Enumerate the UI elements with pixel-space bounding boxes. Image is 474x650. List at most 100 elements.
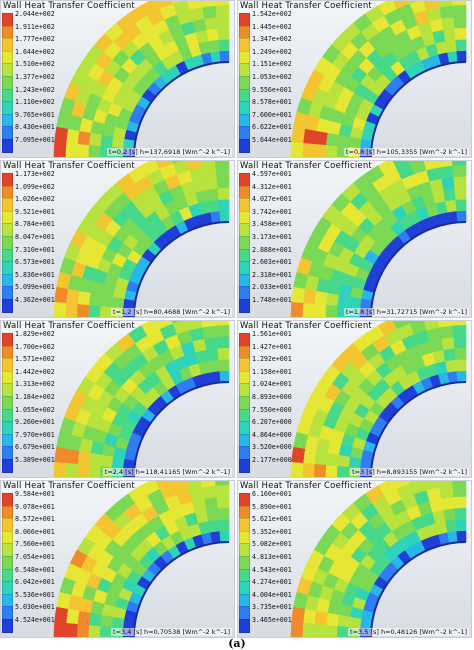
contour-cell xyxy=(378,321,398,336)
contour-cell xyxy=(219,530,230,543)
legend-color-bin xyxy=(2,261,13,275)
inner-wall-outline xyxy=(133,381,230,477)
legend-color-bin xyxy=(239,446,250,460)
contour-cell xyxy=(325,132,340,147)
legend-tick: 1.055e+002 xyxy=(15,405,55,414)
legend-tick: 6.679e+001 xyxy=(15,443,55,452)
legend-color-bin xyxy=(239,38,250,52)
legend-color-bin xyxy=(239,543,250,557)
contour-cell xyxy=(186,481,203,491)
contour-cell xyxy=(216,15,230,29)
legend-tick: 2.044e+002 xyxy=(15,10,55,18)
contour-cell xyxy=(445,199,458,213)
color-legend xyxy=(239,13,251,153)
legend-color-bin xyxy=(239,581,250,595)
legend-tick: 1.024e+001 xyxy=(252,380,292,389)
legend-tick: 1.571e+002 xyxy=(15,355,55,364)
contour-cell xyxy=(439,325,455,339)
legend-tick: 2.033e+001 xyxy=(252,283,292,292)
contour-cell xyxy=(456,530,467,543)
legend-tick: 1.442e+002 xyxy=(15,367,55,376)
contour-cell xyxy=(313,303,327,317)
contour-cell xyxy=(215,161,230,166)
legend-tick: 4.004e+001 xyxy=(252,590,292,599)
legend-color-bin xyxy=(239,556,250,570)
time-caption: t=1,2 [s] h=80,4688 [Wm^-2 k^-1] xyxy=(111,308,232,316)
legend-color-bin xyxy=(239,345,250,360)
time-caption: t=0,2 [s] h=137,6918 [Wm^-2 k^-1] xyxy=(106,148,232,156)
contour-cell xyxy=(204,496,219,511)
legend-color-bin xyxy=(2,113,13,128)
legend-tick: 1.748e+001 xyxy=(252,296,292,304)
legend-color-bin xyxy=(2,543,13,557)
legend-tick: 1.292e+001 xyxy=(252,355,292,364)
legend-color-bin xyxy=(2,581,13,595)
legend-tick: 2.888e+001 xyxy=(252,245,292,254)
legend-color-bin xyxy=(2,88,13,103)
legend-ticks: 1.561e+001 1.427e+001 1.292e+001 1.158e+… xyxy=(252,329,312,477)
legend-tick: 1.777e+002 xyxy=(15,35,55,44)
panel-title: Wall Heat Transfer Coefficient xyxy=(240,481,372,491)
contour-cell xyxy=(77,610,91,626)
contour-cell xyxy=(454,507,467,520)
legend-tick: 2.177e+000 xyxy=(252,456,292,464)
inner-wall-outline xyxy=(370,61,467,157)
contour-panel: Wall Heat Transfer Coefficient 6.160e+00… xyxy=(237,480,472,638)
contour-cell xyxy=(208,519,221,533)
contour-cell xyxy=(202,325,218,339)
legend-tick: 4.274e+001 xyxy=(252,578,292,587)
contour-cell xyxy=(219,50,230,63)
legend-tick: 4.362e+001 xyxy=(15,296,55,304)
contour-cell xyxy=(215,484,230,498)
contour-cell xyxy=(215,324,230,338)
contour-cell xyxy=(452,484,467,498)
legend-color-bin xyxy=(239,25,250,40)
contour-cell xyxy=(76,303,90,317)
inner-wall-outline xyxy=(370,381,467,477)
contour-cell xyxy=(204,16,219,31)
contour-cell xyxy=(408,161,418,164)
contour-field xyxy=(290,161,467,317)
legend-tick: 6.160e+001 xyxy=(252,490,292,498)
legend-color-bin xyxy=(2,505,13,520)
legend-color-bin xyxy=(2,383,13,397)
contour-cell xyxy=(218,358,230,372)
contour-cell xyxy=(218,198,230,212)
legend-tick: 7.550e+000 xyxy=(252,405,292,414)
legend-color-bin xyxy=(2,139,13,153)
contour-cell xyxy=(77,130,91,146)
contour-cell xyxy=(443,27,457,42)
contour-plot xyxy=(290,481,467,637)
contour-field xyxy=(290,1,467,157)
legend-tick: 1.911e+002 xyxy=(15,22,55,31)
contour-cell xyxy=(217,187,230,200)
legend-tick: 3.735e+001 xyxy=(252,603,292,612)
legend-tick: 1.249e+002 xyxy=(252,47,292,56)
contour-cell xyxy=(216,335,230,349)
panel-title: Wall Heat Transfer Coefficient xyxy=(240,321,372,331)
legend-color-bin xyxy=(239,101,250,115)
contour-cell xyxy=(314,130,328,146)
contour-cell xyxy=(215,164,230,178)
contour-cell xyxy=(453,15,467,29)
contour-plot xyxy=(290,1,467,157)
legend-color-bin xyxy=(239,333,250,347)
legend-tick: 4.543e+001 xyxy=(252,565,292,574)
legend-color-bin xyxy=(239,396,250,410)
contour-cell xyxy=(218,38,230,52)
contour-cell xyxy=(408,481,418,484)
legend-tick: 7.095e+001 xyxy=(15,136,55,144)
legend-color-bin xyxy=(239,459,250,473)
legend-tick: 2.318e+001 xyxy=(252,270,292,279)
contour-cell xyxy=(443,187,457,202)
contour-panel: Wall Heat Transfer Coefficient 9.584e+00… xyxy=(0,480,235,638)
legend-tick: 9.521e+001 xyxy=(15,207,55,216)
legend-tick: 9.765e+001 xyxy=(15,110,55,119)
contour-cell xyxy=(456,370,467,383)
contour-cell xyxy=(445,519,458,533)
legend-color-bin xyxy=(239,185,250,200)
figure-label: (a) xyxy=(228,637,246,650)
contour-panel: Wall Heat Transfer Coefficient 1.561e+00… xyxy=(237,320,472,478)
legend-color-bin xyxy=(2,408,13,423)
